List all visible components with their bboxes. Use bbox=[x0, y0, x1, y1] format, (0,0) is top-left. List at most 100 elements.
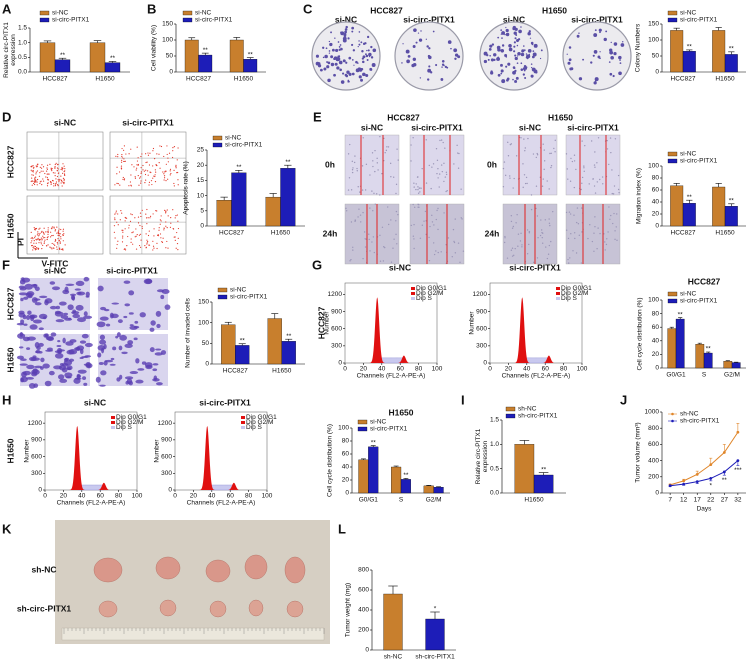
significance: ** bbox=[203, 47, 209, 54]
colony bbox=[412, 45, 416, 49]
flow-event bbox=[166, 227, 168, 229]
flow-event bbox=[49, 246, 51, 248]
flow-event bbox=[32, 246, 34, 248]
flow-event bbox=[122, 229, 124, 231]
flow-event bbox=[45, 176, 47, 178]
cell bbox=[565, 153, 568, 155]
invaded-cell bbox=[40, 357, 45, 363]
flow-event bbox=[169, 170, 171, 172]
flow-event bbox=[36, 184, 38, 186]
invaded-cell bbox=[34, 302, 42, 306]
flow-event bbox=[121, 155, 123, 158]
colony bbox=[347, 37, 350, 40]
flow-event bbox=[46, 238, 48, 241]
colony bbox=[516, 55, 519, 57]
tumor bbox=[244, 554, 268, 580]
flow-event bbox=[139, 246, 142, 248]
colony bbox=[420, 30, 422, 32]
flow-event bbox=[31, 180, 33, 182]
cell bbox=[545, 246, 547, 248]
image-row-label: H1650 bbox=[5, 438, 15, 463]
flow-event bbox=[147, 154, 150, 156]
significance: ** bbox=[729, 198, 735, 205]
y-tick-label: 0.0 bbox=[18, 69, 27, 76]
y-axis-label: expression bbox=[482, 440, 489, 472]
legend-label: sh-NC bbox=[680, 411, 699, 418]
flow-event bbox=[166, 145, 168, 147]
image-group-title: HCC827 bbox=[387, 112, 420, 122]
flow-event bbox=[159, 219, 161, 221]
colony bbox=[613, 51, 617, 56]
flow-event bbox=[53, 185, 55, 187]
colony bbox=[613, 42, 618, 46]
invaded-cell bbox=[109, 363, 116, 366]
flow-event bbox=[146, 208, 148, 211]
colony bbox=[621, 41, 624, 43]
colony bbox=[599, 57, 601, 60]
cell bbox=[580, 262, 583, 264]
flow-event bbox=[58, 179, 60, 181]
legend-marker bbox=[671, 412, 674, 416]
colony bbox=[514, 69, 517, 72]
cell bbox=[413, 223, 415, 226]
cell bbox=[526, 253, 529, 255]
y-tick-label: 50 bbox=[166, 53, 174, 60]
flow-event bbox=[174, 217, 176, 219]
flow-event bbox=[175, 215, 177, 217]
flow-event bbox=[146, 239, 148, 241]
flow-event bbox=[36, 234, 38, 236]
bar bbox=[533, 474, 554, 494]
colony bbox=[402, 43, 404, 45]
cell bbox=[352, 167, 354, 169]
flow-event bbox=[47, 231, 49, 233]
cell bbox=[373, 251, 376, 254]
cell bbox=[542, 143, 544, 145]
cell bbox=[609, 218, 611, 220]
x-tick-label: 40 bbox=[208, 493, 216, 500]
flow-event bbox=[163, 175, 166, 177]
y-tick-label: 600 bbox=[358, 587, 369, 594]
cell bbox=[546, 180, 548, 182]
flow-event bbox=[173, 236, 175, 238]
flow-event bbox=[62, 177, 65, 179]
flow-event bbox=[35, 179, 37, 181]
flow-event bbox=[158, 229, 160, 231]
colony bbox=[609, 48, 613, 52]
colony bbox=[530, 66, 533, 69]
image-column-label: si-NC bbox=[335, 14, 357, 24]
flow-event bbox=[134, 217, 136, 219]
invaded-cell bbox=[128, 290, 135, 296]
flow-event bbox=[56, 175, 59, 178]
cell bbox=[350, 221, 353, 223]
colony bbox=[351, 72, 355, 76]
cell bbox=[372, 210, 374, 212]
colony bbox=[426, 78, 430, 81]
y-tick-label: 0 bbox=[338, 360, 342, 367]
flow-event bbox=[39, 239, 41, 241]
invaded-cell bbox=[155, 348, 162, 351]
colony bbox=[362, 55, 366, 59]
flow-event bbox=[47, 227, 49, 229]
significance: ** bbox=[110, 55, 116, 62]
cell bbox=[361, 165, 364, 167]
invaded-cell bbox=[99, 316, 109, 321]
tumor bbox=[155, 556, 181, 580]
cell bbox=[430, 187, 432, 190]
colony bbox=[360, 67, 364, 71]
colony bbox=[582, 58, 585, 61]
flow-event bbox=[122, 237, 124, 239]
cell bbox=[368, 238, 370, 241]
image-column-label: si-circ-PITX1 bbox=[403, 14, 455, 24]
cell bbox=[362, 257, 364, 260]
cell bbox=[542, 178, 544, 180]
cell bbox=[349, 260, 351, 262]
cell bbox=[592, 178, 594, 180]
cell bbox=[607, 231, 609, 233]
invaded-cell bbox=[85, 291, 90, 297]
flow-event bbox=[62, 181, 64, 184]
flow-event bbox=[54, 185, 57, 187]
flow-event bbox=[154, 181, 157, 183]
invaded-cell bbox=[144, 362, 153, 368]
data-point bbox=[709, 477, 713, 480]
flow-event bbox=[38, 242, 40, 244]
